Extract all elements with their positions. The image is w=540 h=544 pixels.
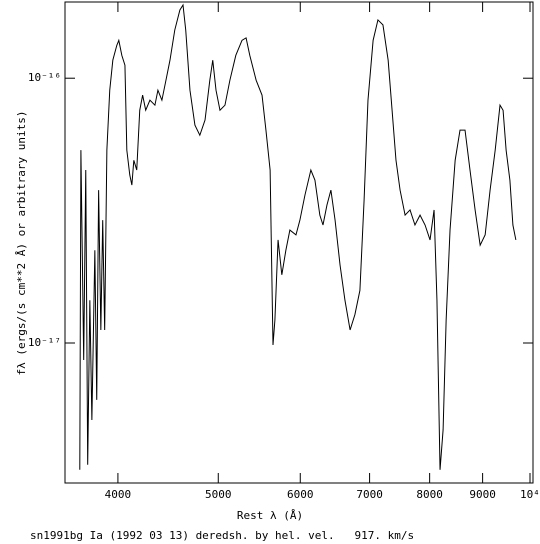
y-tick-label: 10⁻¹⁶ xyxy=(28,71,61,84)
x-tick-label: 9000 xyxy=(469,488,496,501)
y-tick-label: 10⁻¹⁷ xyxy=(28,336,61,349)
plot-frame xyxy=(64,1,534,484)
x-tick-label: 8000 xyxy=(416,488,443,501)
x-tick-label: 6000 xyxy=(287,488,314,501)
x-tick-label: 10⁴ xyxy=(520,488,540,501)
x-tick-label: 5000 xyxy=(205,488,232,501)
caption: sn1991bg Ia (1992 03 13) deredsh. by hel… xyxy=(30,529,414,542)
x-axis-label: Rest λ (Å) xyxy=(237,509,303,522)
y-axis-label: fλ (ergs/(s cm**2 Å) or arbitrary units) xyxy=(15,111,28,376)
x-tick-label: 7000 xyxy=(356,488,383,501)
x-tick-label: 4000 xyxy=(105,488,132,501)
spectrum-line xyxy=(79,3,517,470)
